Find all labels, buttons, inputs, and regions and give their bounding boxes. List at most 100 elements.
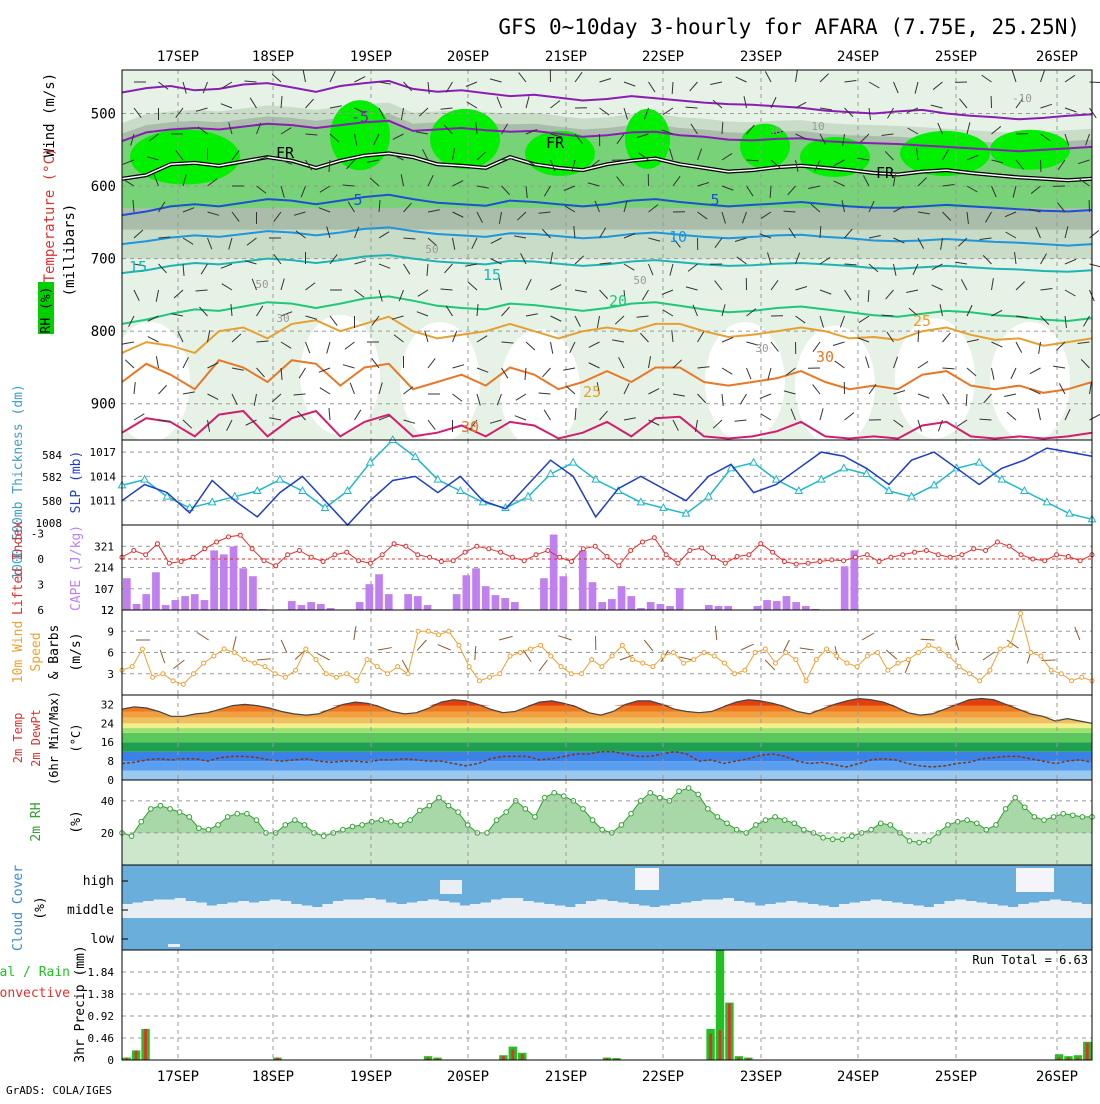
wind-speed-marker	[283, 675, 287, 679]
rh2m-marker	[773, 815, 778, 820]
temp-tick-0: 0	[107, 774, 114, 787]
li-marker	[416, 553, 420, 557]
wind-speed-marker	[559, 665, 563, 669]
wind-speed-marker	[477, 679, 481, 683]
li-marker	[723, 561, 727, 565]
cape-bar	[666, 606, 674, 610]
cloud-middle-bar	[428, 900, 439, 919]
rh2m-marker	[878, 821, 883, 826]
cloud-unit-label: (%)	[33, 896, 48, 919]
wind-speed-marker	[641, 661, 645, 665]
contour-label-6: 10	[669, 228, 687, 246]
wind-speed-marker	[927, 643, 931, 647]
cloud-middle-bar	[997, 906, 1008, 919]
rh2m-marker	[1051, 815, 1056, 820]
wind-speed-marker	[191, 672, 195, 676]
wind-speed-marker	[733, 672, 737, 676]
rh2m-marker	[869, 827, 874, 832]
li-marker	[853, 555, 857, 559]
li-marker	[688, 549, 692, 553]
slp-axis-label: SLP (mb)	[69, 451, 84, 514]
temp-tick-32: 32	[101, 698, 114, 711]
precip-convective-bar	[719, 1030, 722, 1060]
rh2m-marker	[139, 819, 144, 824]
rh2m-unit-label: (%)	[69, 810, 84, 833]
cape-bar	[482, 586, 490, 610]
li-marker	[830, 558, 834, 562]
wind-speed-marker	[937, 647, 941, 651]
cape-bar	[191, 594, 199, 610]
rh2m-marker	[533, 815, 538, 820]
li-marker	[226, 535, 230, 539]
pressure-tick-700: 700	[91, 252, 116, 268]
wind-speed-marker	[161, 672, 165, 676]
cloud-middle-bar	[1018, 904, 1029, 918]
contour-label-12: 30	[816, 348, 834, 366]
cloud-middle-bar	[987, 904, 998, 918]
cape-bar	[715, 606, 723, 610]
li-marker	[274, 564, 278, 568]
contour-label-0: -5	[351, 108, 369, 126]
cloud-middle-bar	[881, 901, 892, 918]
wind-speed-marker	[579, 672, 583, 676]
precip-tick-1.84: 1.84	[88, 966, 115, 979]
pressure-tick-600: 600	[91, 179, 116, 195]
surface-wind-barb	[558, 636, 571, 640]
bottom-date-tick-4: 21SEP	[545, 1069, 587, 1085]
cloud-high-block-2	[1016, 868, 1054, 892]
cape-bar	[598, 602, 606, 610]
li-marker	[806, 561, 810, 565]
temp-fill-3	[122, 699, 1092, 706]
cape-bar	[763, 600, 771, 610]
cloud-middle-bar	[860, 901, 871, 918]
rh2m-marker	[686, 786, 691, 791]
cloud-middle-bar	[238, 901, 249, 918]
wind-speed-marker	[631, 658, 635, 662]
cloud-middle-bar	[354, 900, 365, 919]
precip-frame	[122, 950, 1092, 1060]
cloud-middle-bar	[1039, 901, 1050, 918]
bottom-date-tick-6: 23SEP	[740, 1069, 782, 1085]
cape-bar	[492, 595, 500, 610]
cloud-tick-high: high	[83, 874, 114, 889]
wind-speed-marker	[794, 658, 798, 662]
cloud-middle-bar	[459, 906, 470, 919]
wind-speed-marker	[998, 647, 1002, 651]
wind-speed-marker	[855, 665, 859, 669]
contour-label-7: 15	[129, 258, 147, 276]
cloud-middle-bar	[154, 900, 165, 919]
li-marker	[167, 561, 171, 565]
wind-speed-marker	[375, 665, 379, 669]
li-marker	[380, 553, 384, 557]
credit-label: GrADS: COLA/IGES	[6, 1084, 112, 1097]
rh2m-marker	[600, 827, 605, 832]
contour-label-4: 5	[353, 191, 362, 209]
surface-wind-barb	[417, 640, 426, 650]
li-marker	[617, 564, 621, 568]
li-marker	[463, 550, 467, 554]
slp-tick-1017: 1017	[90, 446, 117, 459]
li-marker	[605, 554, 609, 558]
wind-speed-marker	[988, 668, 992, 672]
rh2m-marker	[974, 821, 979, 826]
cloud-middle-bar	[396, 904, 407, 918]
thickness-marker	[931, 481, 938, 488]
cape-axis-label: CAPE (J/kg)	[69, 525, 84, 611]
wind-speed-marker	[773, 661, 777, 665]
rh2m-marker	[158, 803, 163, 808]
surface-wind-barb	[800, 648, 814, 650]
rh2m-marker	[254, 818, 259, 823]
wind-speed-marker	[396, 665, 400, 669]
cape-bar	[385, 594, 393, 610]
wind-speed-marker	[1080, 675, 1084, 679]
contour-label-10: 25	[913, 312, 931, 330]
wind-speed-marker	[1008, 643, 1012, 647]
wind-speed-marker	[590, 658, 594, 662]
cape-bar	[802, 606, 810, 610]
cloud-middle-bar	[523, 901, 534, 918]
cloud-middle-bar	[502, 898, 513, 918]
rh2m-marker	[398, 823, 403, 828]
wind-speed-marker	[651, 665, 655, 669]
cloud-middle-bar	[850, 903, 861, 919]
